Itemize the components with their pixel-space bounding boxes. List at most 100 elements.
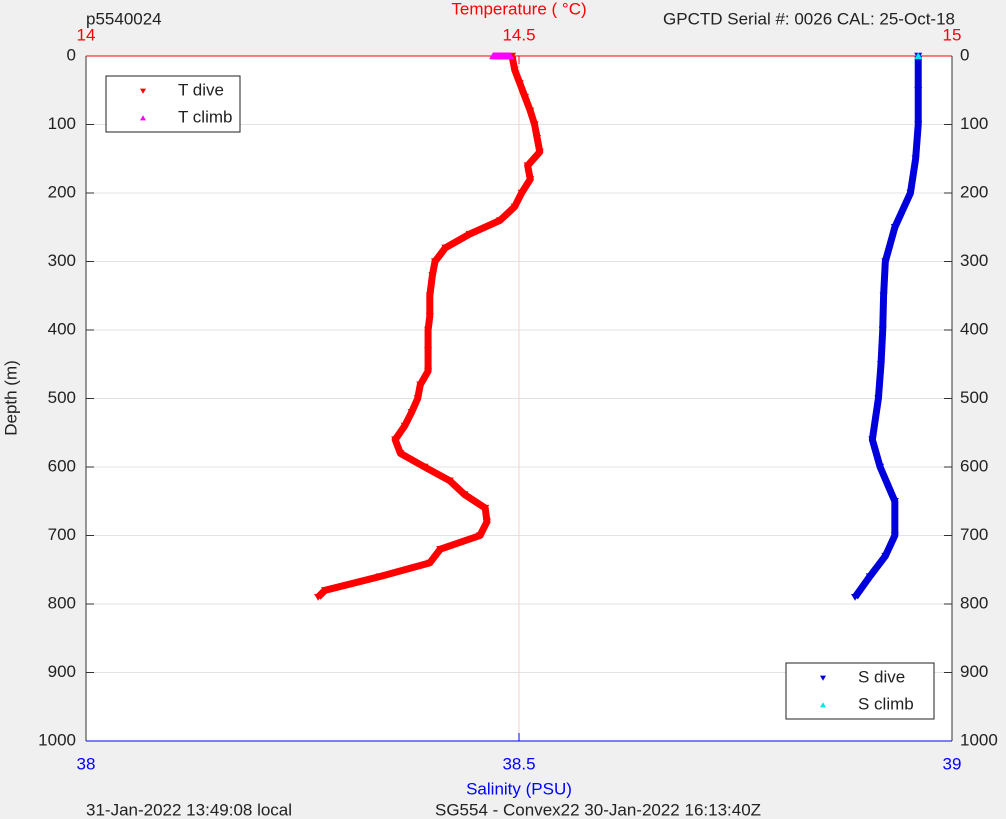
y-tick-label: 300 bbox=[48, 251, 76, 270]
legend-label: S dive bbox=[858, 667, 905, 686]
data-point bbox=[321, 587, 330, 594]
data-point bbox=[481, 504, 490, 512]
data-point bbox=[879, 292, 888, 300]
data-point bbox=[416, 381, 425, 389]
data-point bbox=[441, 244, 450, 252]
data-point bbox=[890, 532, 899, 540]
x2-tick-label: 14 bbox=[77, 25, 96, 44]
data-point bbox=[424, 347, 433, 355]
data-point bbox=[400, 422, 409, 430]
y-tick-label: 200 bbox=[48, 182, 76, 201]
data-point bbox=[530, 121, 539, 129]
data-point bbox=[890, 224, 899, 231]
data-point bbox=[868, 436, 877, 444]
data-point bbox=[906, 189, 915, 197]
data-point bbox=[445, 477, 454, 485]
data-point bbox=[890, 498, 899, 505]
legend-label: T dive bbox=[178, 80, 224, 99]
legend-box bbox=[785, 662, 935, 720]
data-point bbox=[391, 436, 400, 444]
x-tick-label: 38.5 bbox=[502, 754, 535, 773]
data-point bbox=[476, 532, 485, 540]
legend-marker bbox=[140, 115, 146, 121]
data-point bbox=[460, 491, 469, 498]
data-point bbox=[510, 66, 519, 74]
data-point bbox=[535, 148, 544, 156]
y2-tick-label: 900 bbox=[960, 662, 988, 681]
data-point bbox=[526, 107, 535, 115]
legend-marker bbox=[820, 675, 826, 681]
data-point bbox=[465, 230, 474, 238]
top-axis-label: Temperature ( °C) bbox=[451, 0, 586, 18]
subtitle: GPCTD Serial #: 0026 CAL: 25-Oct-18 bbox=[663, 9, 955, 28]
legend-marker bbox=[820, 702, 826, 708]
data-point bbox=[425, 313, 434, 320]
data-point bbox=[533, 135, 542, 142]
footer-right: SG554 - Convex22 30-Jan-2022 16:13:40Z bbox=[435, 800, 761, 819]
data-point bbox=[424, 326, 433, 334]
data-point bbox=[914, 121, 923, 129]
x-tick-label: 38 bbox=[77, 754, 96, 773]
legend-marker bbox=[140, 88, 146, 94]
data-point bbox=[881, 258, 890, 266]
footer-left: 31-Jan-2022 13:49:08 local bbox=[86, 800, 292, 819]
y-tick-label: 400 bbox=[48, 319, 76, 338]
data-point bbox=[428, 272, 437, 279]
data-point bbox=[874, 395, 883, 403]
data-point bbox=[495, 217, 504, 224]
y2-tick-label: 1000 bbox=[960, 730, 998, 749]
y2-tick-label: 400 bbox=[960, 319, 988, 338]
y2-tick-label: 600 bbox=[960, 456, 988, 475]
data-point bbox=[413, 395, 422, 403]
data-point bbox=[876, 361, 885, 368]
data-point bbox=[878, 326, 887, 334]
data-point bbox=[914, 52, 923, 60]
data-point bbox=[851, 593, 860, 601]
data-point bbox=[499, 52, 508, 60]
x2-tick-label: 14.5 bbox=[502, 25, 535, 44]
y-tick-label: 0 bbox=[67, 45, 76, 64]
data-point bbox=[914, 87, 923, 94]
data-point bbox=[482, 518, 491, 526]
y-tick-label: 600 bbox=[48, 456, 76, 475]
data-point bbox=[517, 189, 526, 197]
data-point bbox=[515, 80, 524, 87]
data-point bbox=[911, 155, 920, 163]
y2-tick-label: 0 bbox=[960, 45, 969, 64]
data-point bbox=[407, 409, 416, 416]
y2-tick-label: 300 bbox=[960, 251, 988, 270]
data-point bbox=[523, 162, 532, 170]
profile-line bbox=[852, 56, 922, 600]
data-point bbox=[510, 203, 519, 211]
data-point bbox=[881, 552, 890, 560]
data-point bbox=[425, 559, 434, 567]
y-tick-label: 100 bbox=[48, 114, 76, 133]
y2-tick-label: 700 bbox=[960, 525, 988, 544]
y-axis-label: Depth (m) bbox=[1, 360, 20, 436]
data-point bbox=[526, 176, 535, 183]
x2-tick-label: 15 bbox=[943, 25, 962, 44]
y2-tick-label: 200 bbox=[960, 182, 988, 201]
y-tick-label: 900 bbox=[48, 662, 76, 681]
legend-label: S climb bbox=[858, 694, 914, 713]
data-point bbox=[865, 573, 874, 581]
data-point bbox=[489, 52, 498, 60]
y-tick-label: 800 bbox=[48, 593, 76, 612]
data-point bbox=[430, 258, 439, 266]
legend-label: T climb bbox=[178, 107, 232, 126]
data-point bbox=[420, 463, 429, 471]
y2-tick-label: 100 bbox=[960, 114, 988, 133]
data-point bbox=[506, 52, 515, 60]
y2-tick-label: 500 bbox=[960, 388, 988, 407]
bottom-axis-label: Salinity (PSU) bbox=[466, 779, 572, 798]
data-point bbox=[396, 450, 405, 457]
x-tick-label: 39 bbox=[943, 754, 962, 773]
data-point bbox=[521, 93, 530, 101]
y-tick-label: 500 bbox=[48, 388, 76, 407]
y-tick-label: 700 bbox=[48, 525, 76, 544]
y2-tick-label: 800 bbox=[960, 593, 988, 612]
data-point bbox=[436, 546, 445, 553]
data-point bbox=[876, 463, 885, 471]
